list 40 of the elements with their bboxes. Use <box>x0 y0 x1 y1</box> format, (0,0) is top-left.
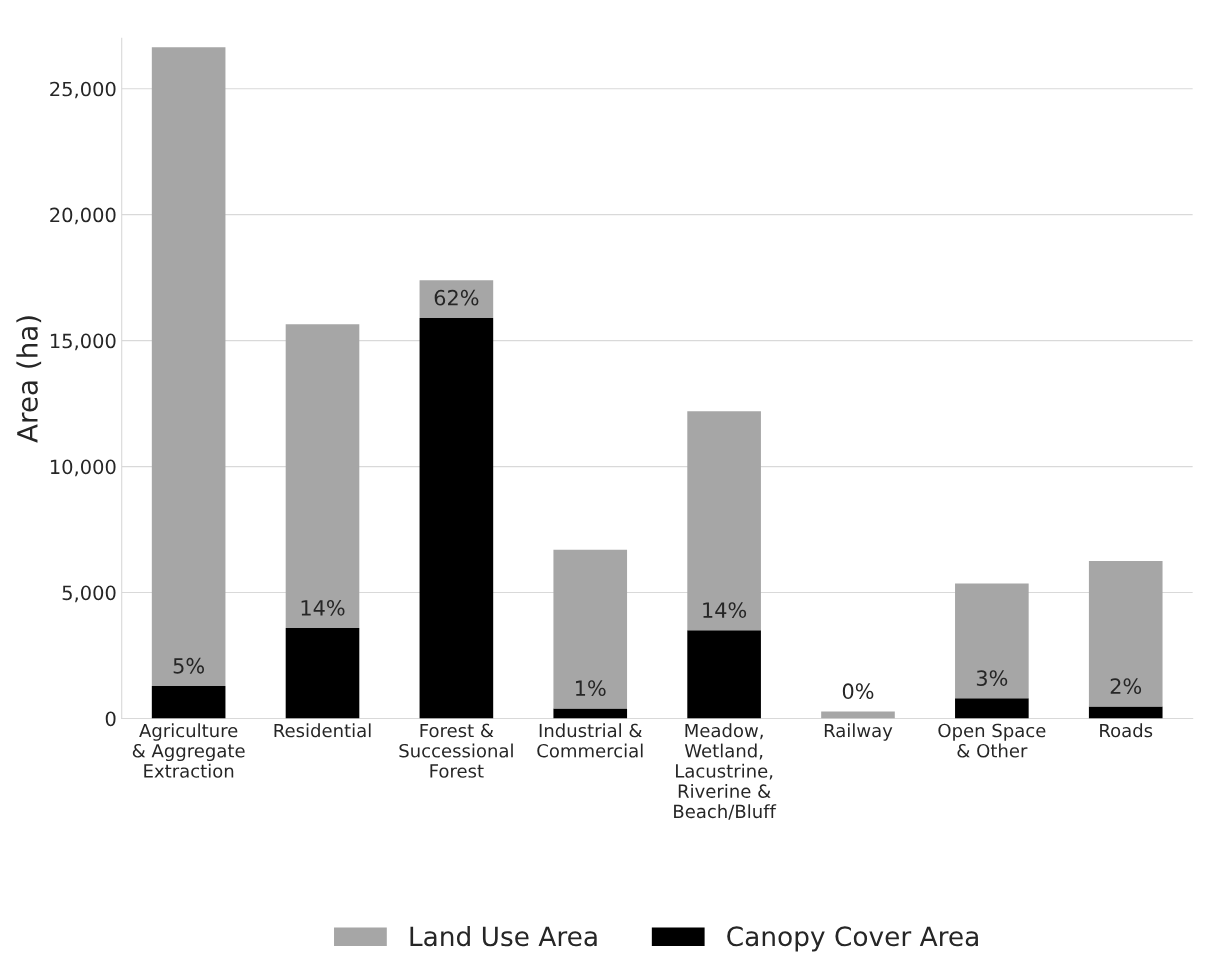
bar <box>151 686 226 719</box>
x-tick-label: Open Space & Other <box>938 723 1046 758</box>
y-tick-label: 20,000 <box>50 207 116 225</box>
x-tick-label: Industrial & Commercial <box>537 723 643 758</box>
annotation: 14% <box>703 602 747 618</box>
bar <box>1088 706 1163 719</box>
x-tick-label: Forest & Successional Forest <box>399 723 513 778</box>
annotation: 5% <box>173 657 205 674</box>
legend-label: Land Use Area <box>410 925 597 947</box>
y-tick-label: 10,000 <box>50 459 116 477</box>
x-tick-label: Meadow, Wetland, Lacustrine, Riverine & Beach/Bluff <box>674 723 777 820</box>
x-tick-label: Roads <box>1100 723 1153 738</box>
bar <box>955 698 1029 719</box>
y-tick-label: 0 <box>105 711 116 727</box>
bar <box>1088 561 1163 707</box>
bar <box>285 628 360 719</box>
annotation: 3% <box>976 670 1008 686</box>
bar <box>955 583 1029 699</box>
bar <box>687 630 761 719</box>
bar <box>553 708 628 719</box>
y-tick-label: 5,000 <box>62 585 116 603</box>
annotation: 62% <box>434 289 479 306</box>
annotation: 1% <box>576 680 606 697</box>
y-axis-title: Area (ha) <box>16 316 42 443</box>
bar <box>419 280 494 318</box>
bar <box>553 549 628 709</box>
y-tick-label: 15,000 <box>50 333 116 351</box>
bar <box>419 317 494 719</box>
bar <box>285 324 360 629</box>
bar <box>821 711 895 719</box>
legend-label: Canopy Cover Area <box>727 926 978 952</box>
y-tick-label: 25,000 <box>50 81 116 99</box>
bar <box>687 411 761 631</box>
bar <box>151 47 226 686</box>
x-tick-label: Railway <box>824 723 893 741</box>
annotation: 14% <box>301 599 345 616</box>
x-tick-label: Agriculture & Aggregate Extraction <box>132 723 245 778</box>
x-tick-label: Residential <box>274 723 371 738</box>
annotation: 0% <box>842 683 874 700</box>
annotation: 2% <box>1110 678 1142 695</box>
